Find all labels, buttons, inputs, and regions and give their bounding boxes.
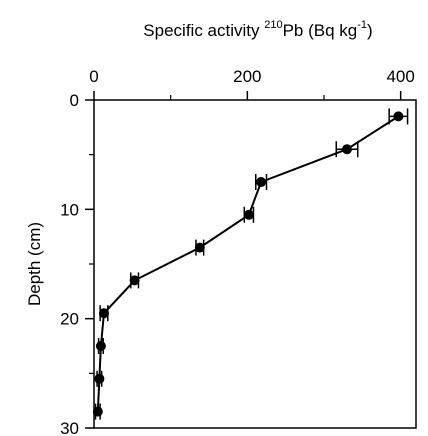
axis-ticks <box>85 91 402 429</box>
series-line <box>96 115 399 412</box>
y-tick-label: 10 <box>60 200 79 219</box>
data-point <box>256 177 267 187</box>
plot-frame <box>93 99 417 429</box>
tick-labels: 0 200 400 0 10 20 30 <box>60 67 415 436</box>
y-axis-title: Depth (cm) <box>25 222 44 306</box>
y-tick-label: 0 <box>70 91 79 110</box>
y-tick-label: 20 <box>60 310 79 329</box>
data-point <box>393 111 404 122</box>
data-point <box>95 341 106 351</box>
data-point <box>94 373 105 384</box>
data-series <box>92 108 409 420</box>
x-axis-title: Specific activity 210Pb (Bq kg-1) <box>143 19 372 40</box>
data-point <box>98 308 109 319</box>
x-tick-label: 200 <box>233 67 261 86</box>
x-tick-label: 400 <box>386 67 414 86</box>
data-point <box>243 209 254 220</box>
x-tick-label: 0 <box>89 67 98 86</box>
data-point <box>342 144 352 155</box>
data-point <box>92 406 103 417</box>
y-tick-label: 30 <box>60 419 79 436</box>
data-point <box>194 242 205 253</box>
data-point <box>129 275 140 286</box>
